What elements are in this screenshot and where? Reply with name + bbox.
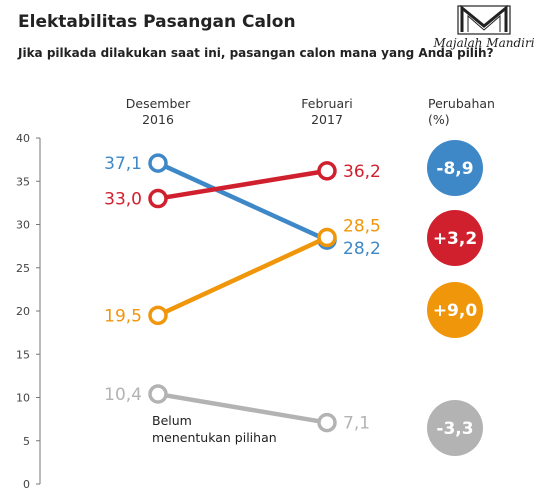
series-layer: 37,1 28,2 -8,9 33,0 36,2 +3,2 19,5 28,5 +9,0 10,4… [104, 140, 483, 456]
column-header-left-line2: 2016 [142, 112, 174, 127]
annotation-line2: menentukan pilihan [152, 430, 277, 445]
y-tick-label: 25 [16, 262, 30, 275]
column-header-right-line1: Februari [301, 96, 352, 111]
y-tick-label: 20 [16, 305, 30, 318]
m-monogram-icon [457, 4, 511, 35]
series-line [155, 160, 330, 243]
magazine-logo: Majalah Mandiri [432, 4, 535, 50]
point-marker-dec-2016 [148, 305, 168, 326]
value-label-feb-2017: 36,2 [343, 162, 381, 182]
y-tick-label: 5 [23, 435, 30, 448]
series-line [155, 168, 330, 201]
column-header-right-line2: 2017 [311, 112, 343, 127]
change-badge-label: +9,0 [433, 301, 478, 321]
column-header-change: Perubahan (%) [428, 96, 495, 127]
column-header-left: Desember 2016 [126, 96, 191, 127]
value-label-dec-2016: 33,0 [104, 190, 142, 210]
change-badge-circle [427, 282, 483, 338]
value-label-feb-2017: 28,2 [343, 239, 381, 259]
change-badge-label: -3,3 [436, 419, 473, 439]
value-label-dec-2016: 10,4 [104, 385, 142, 405]
y-axis-ticks: 0 5 10 15 20 25 30 35 40 [16, 132, 40, 491]
change-badge-label: +3,2 [433, 229, 477, 249]
column-header-left-line1: Desember [126, 96, 191, 111]
series-2: 33,0 36,2 +3,2 [104, 161, 483, 266]
point-marker-feb-2017 [317, 161, 337, 181]
change-badge-label: -8,9 [436, 159, 473, 179]
value-label-dec-2016: 19,5 [104, 306, 142, 326]
y-tick-label: 0 [23, 478, 30, 491]
column-header-right: Februari 2017 [301, 96, 352, 127]
change-badge-circle [427, 210, 483, 266]
y-tick-label: 35 [16, 175, 30, 188]
point-marker-feb-2017 [317, 227, 337, 248]
point-marker-dec-2016 [148, 153, 168, 173]
change-badge-circle [427, 140, 483, 196]
column-header-change-line2: (%) [428, 112, 450, 127]
chart-subtitle: Jika pilkada dilakukan saat ini, pasanga… [17, 46, 494, 60]
y-tick-label: 10 [16, 392, 30, 405]
change-badge-circle [427, 400, 483, 456]
series-4: 10,4 7,1 -3,3 [104, 384, 483, 456]
value-label-dec-2016: 37,1 [104, 154, 142, 174]
point-marker-feb-2017 [317, 412, 337, 433]
series-3: 19,5 28,5 +9,0 [104, 216, 483, 338]
column-header-change-line1: Perubahan [428, 96, 495, 111]
y-tick-label: 30 [16, 219, 30, 232]
series-line [155, 235, 330, 318]
annotation-line1: Belum [152, 413, 192, 428]
logo-text: Majalah Mandiri [432, 36, 534, 50]
y-tick-label: 40 [16, 132, 30, 145]
chart-title: Elektabilitas Pasangan Calon [18, 12, 296, 32]
value-label-feb-2017: 7,1 [343, 414, 370, 434]
point-marker-dec-2016 [148, 384, 168, 404]
y-tick-label: 15 [16, 348, 30, 361]
point-marker-dec-2016 [148, 188, 168, 209]
value-label-feb-2017: 28,5 [343, 216, 381, 236]
series-line [155, 391, 330, 425]
